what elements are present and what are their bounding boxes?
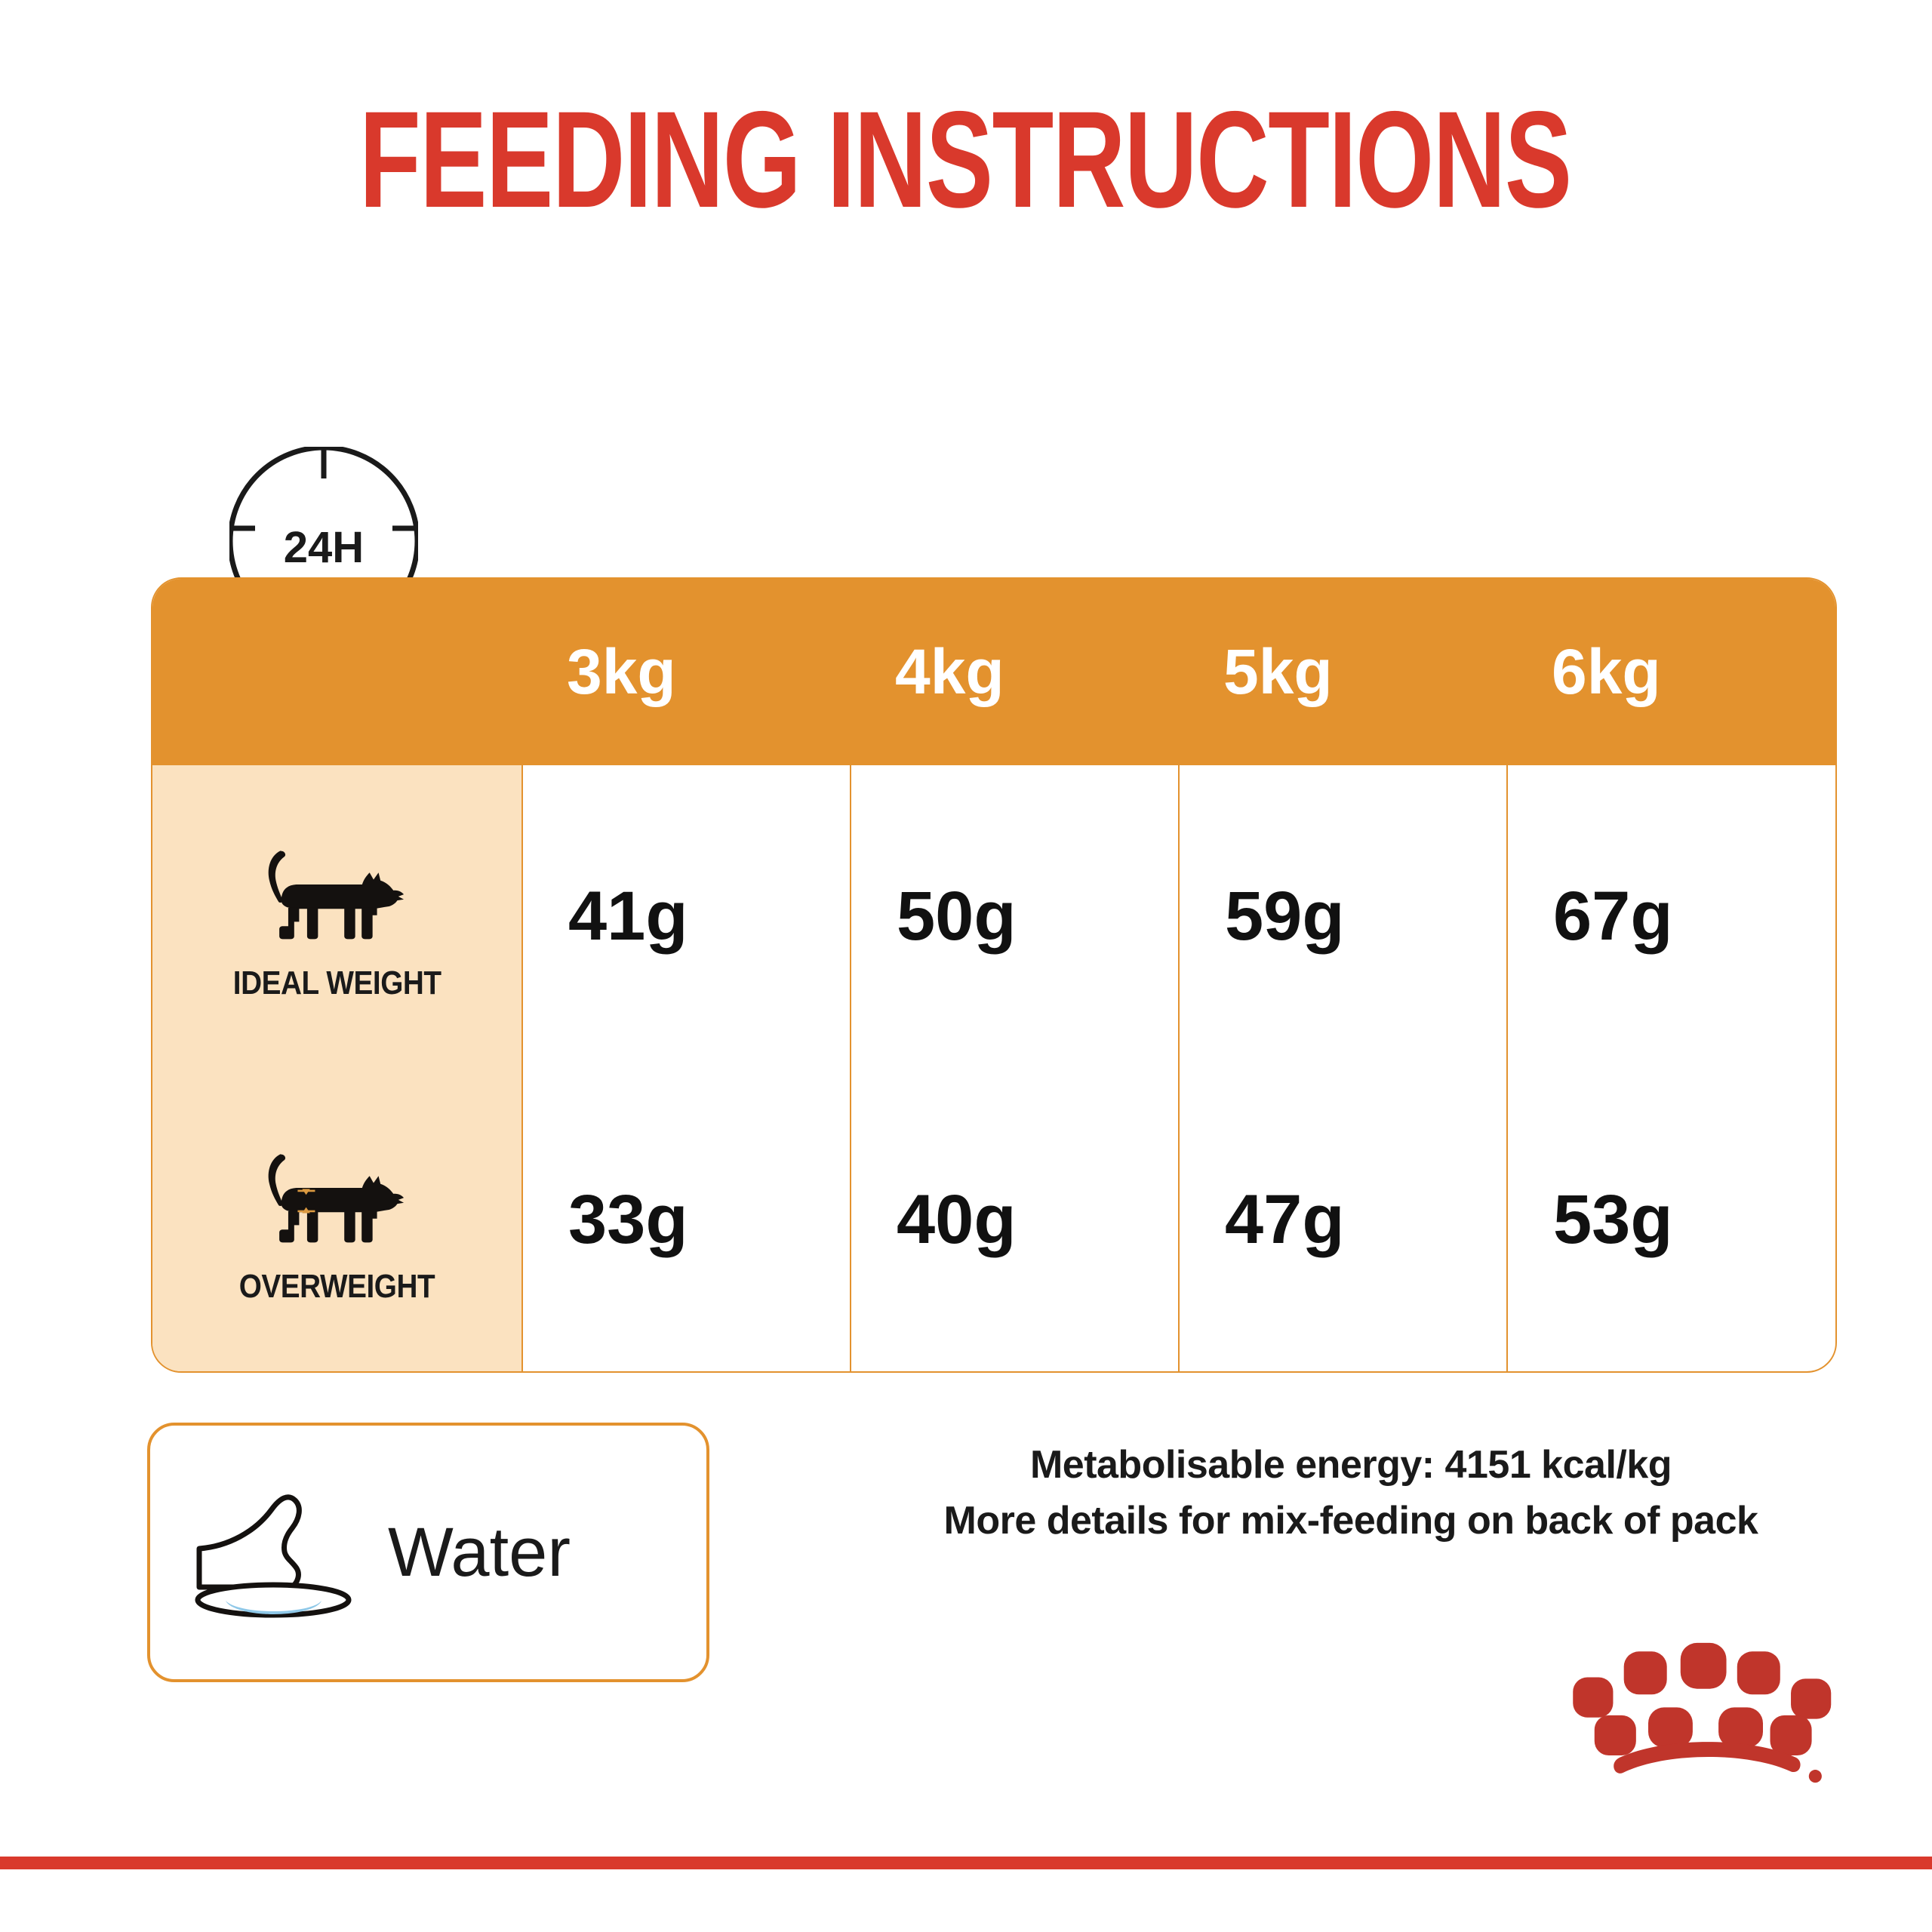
svg-text:24H: 24H: [284, 523, 364, 572]
